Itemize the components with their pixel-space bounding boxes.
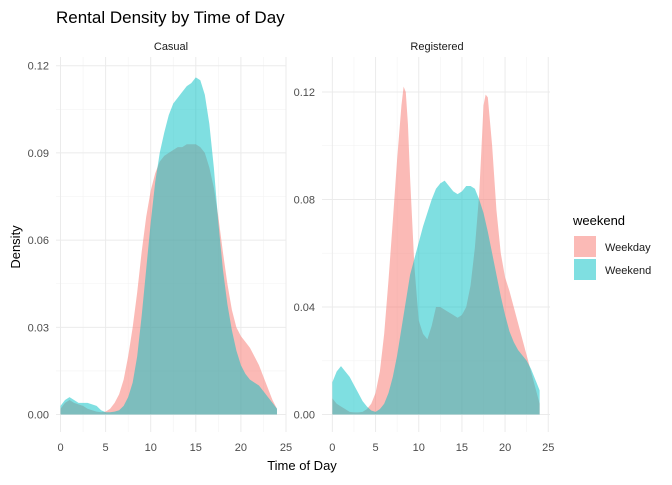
y-tick-label: 0.00 (294, 410, 315, 422)
y-tick-label: 0.03 (28, 322, 49, 334)
legend-label-weekend: Weekend (605, 265, 651, 277)
legend-key-weekend (574, 259, 596, 280)
x-tick-label: 10 (413, 442, 425, 454)
y-tick-label: 0.12 (28, 61, 49, 73)
panel-casual: Casual 0 5 10 15 20 25 0.00 0.03 0.06 0.09 0.12 (28, 41, 293, 454)
density-area-registered-weekend (332, 180, 540, 415)
y-tick-label: 0.04 (294, 302, 315, 314)
y-tick-label: 0.12 (294, 87, 315, 99)
x-tick-label: 25 (542, 442, 554, 454)
y-tick-label: 0.08 (294, 194, 315, 206)
x-axis-title: Time of Day (267, 458, 337, 473)
x-tick-label: 25 (280, 442, 292, 454)
y-tick-label: 0.00 (28, 410, 49, 422)
x-tick-label: 0 (329, 442, 335, 454)
x-tick-label: 10 (145, 442, 157, 454)
x-tick-label: 15 (456, 442, 468, 454)
chart-title: Rental Density by Time of Day (56, 8, 285, 27)
legend-key-weekday (574, 236, 596, 257)
x-tick-label: 20 (499, 442, 511, 454)
panel-registered-strip-label: Registered (410, 41, 463, 53)
x-tick-label: 5 (103, 442, 109, 454)
panel-registered: Registered 0 5 10 15 20 25 0.00 0.04 0.08 0.12 (294, 41, 555, 454)
legend-title: weekend (572, 213, 625, 228)
x-tick-label: 20 (235, 442, 247, 454)
x-tick-label: 5 (372, 442, 378, 454)
density-area-casual-weekend (60, 77, 277, 415)
y-tick-label: 0.06 (28, 235, 49, 247)
panel-casual-strip-label: Casual (154, 41, 188, 53)
y-tick-label: 0.09 (28, 148, 49, 160)
x-tick-label: 0 (57, 442, 63, 454)
legend-label-weekday: Weekday (605, 242, 651, 254)
y-axis-title: Density (8, 225, 23, 269)
x-tick-label: 15 (190, 442, 202, 454)
legend: weekend Weekday Weekend (572, 213, 651, 280)
